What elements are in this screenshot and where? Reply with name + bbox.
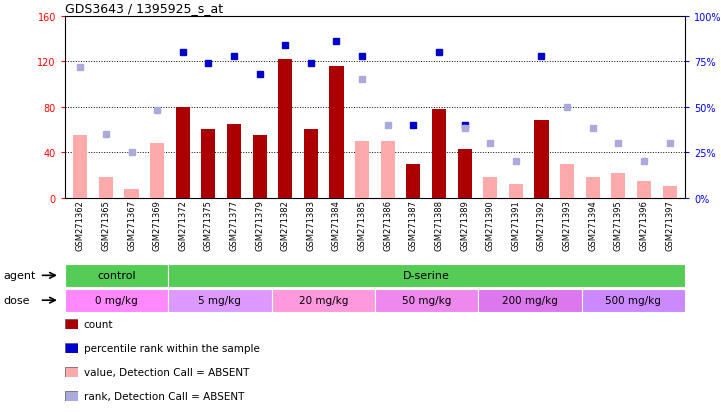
Bar xyxy=(637,181,651,198)
Bar xyxy=(272,289,375,312)
Bar xyxy=(74,136,87,198)
Text: agent: agent xyxy=(4,271,36,281)
Bar xyxy=(663,187,676,198)
Text: 0 mg/kg: 0 mg/kg xyxy=(95,295,138,306)
Bar xyxy=(168,264,685,287)
Text: GDS3643 / 1395925_s_at: GDS3643 / 1395925_s_at xyxy=(65,2,223,15)
Text: D-serine: D-serine xyxy=(403,271,450,281)
Text: percentile rank within the sample: percentile rank within the sample xyxy=(84,343,260,353)
Bar xyxy=(355,141,369,198)
Text: 50 mg/kg: 50 mg/kg xyxy=(402,295,451,306)
Bar xyxy=(176,107,190,198)
Bar xyxy=(585,178,600,198)
Text: rank, Detection Call = ABSENT: rank, Detection Call = ABSENT xyxy=(84,391,244,401)
Bar xyxy=(99,178,113,198)
Text: 5 mg/kg: 5 mg/kg xyxy=(198,295,242,306)
Text: dose: dose xyxy=(4,295,30,306)
Bar xyxy=(483,178,497,198)
Bar xyxy=(509,185,523,198)
Bar xyxy=(560,164,574,198)
Bar xyxy=(125,189,138,198)
Text: value, Detection Call = ABSENT: value, Detection Call = ABSENT xyxy=(84,367,249,377)
Bar xyxy=(381,141,395,198)
Bar xyxy=(407,164,420,198)
Bar xyxy=(278,59,292,198)
Bar xyxy=(375,289,478,312)
Bar xyxy=(478,289,582,312)
Bar xyxy=(65,264,168,287)
Text: 200 mg/kg: 200 mg/kg xyxy=(502,295,558,306)
Bar xyxy=(458,150,472,198)
Bar xyxy=(432,109,446,198)
Bar xyxy=(329,66,343,198)
Bar xyxy=(611,173,625,198)
Text: control: control xyxy=(97,271,136,281)
Bar xyxy=(304,130,318,198)
Text: 20 mg/kg: 20 mg/kg xyxy=(298,295,348,306)
Text: 500 mg/kg: 500 mg/kg xyxy=(606,295,661,306)
Bar xyxy=(227,124,241,198)
Text: count: count xyxy=(84,319,113,329)
Bar xyxy=(65,289,168,312)
Bar xyxy=(252,136,267,198)
Bar xyxy=(534,121,549,198)
Bar xyxy=(168,289,272,312)
Bar xyxy=(150,144,164,198)
Bar xyxy=(582,289,685,312)
Bar xyxy=(201,130,216,198)
